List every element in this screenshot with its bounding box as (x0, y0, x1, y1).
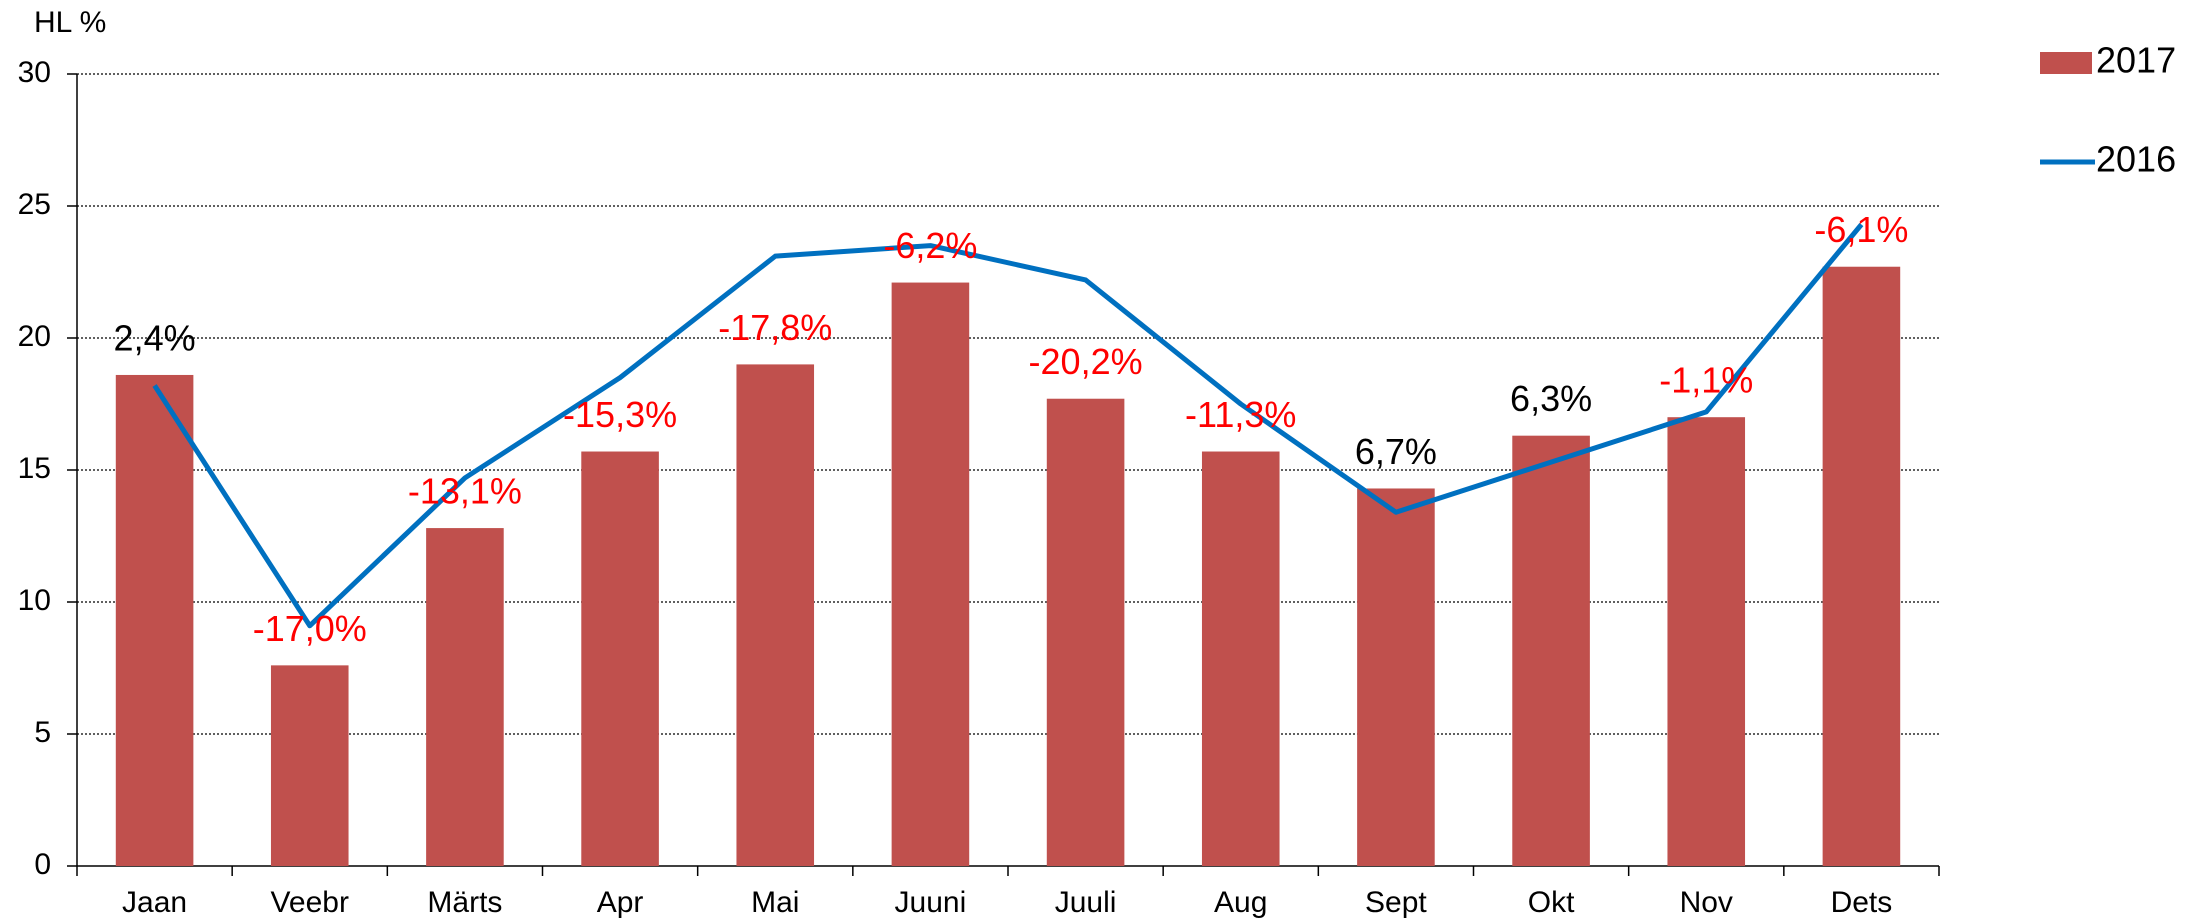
y-tick-label: 0 (34, 848, 51, 881)
bar (1046, 398, 1125, 866)
bar (1512, 435, 1590, 866)
x-tick-label: Sept (1365, 886, 1427, 919)
y-tick-label: 10 (18, 584, 51, 617)
x-tick-label: Juuli (1055, 886, 1117, 919)
y-axis-title: HL % (34, 6, 106, 39)
x-tick-label: Mai (751, 886, 799, 919)
bar (1357, 488, 1435, 866)
x-tick-label: Nov (1680, 886, 1733, 919)
data-label: 6,7% (1355, 431, 1437, 472)
x-tick-label: Aug (1214, 886, 1267, 919)
bar (1822, 266, 1901, 867)
y-tick-label: 15 (18, 452, 51, 485)
data-label: -11,3% (1185, 394, 1296, 435)
data-label: -17,8% (718, 307, 832, 348)
data-label: -15,3% (563, 394, 677, 435)
legend-swatch (2040, 52, 2092, 74)
data-label: -20,2% (1029, 341, 1143, 382)
bar (1201, 451, 1280, 866)
y-tick-label: 5 (34, 716, 51, 749)
x-tick-label: Dets (1831, 886, 1893, 919)
x-tick-label: Märts (427, 886, 502, 919)
legend-label: 2017 (2096, 40, 2176, 81)
y-tick-label: 25 (18, 188, 51, 221)
data-label: 6,3% (1510, 378, 1592, 419)
legend-label: 2016 (2096, 139, 2176, 180)
data-label: -17,0% (253, 608, 367, 649)
data-label: 2,4% (114, 317, 196, 358)
data-label: -6,1% (1814, 209, 1908, 250)
x-tick-label: Apr (597, 886, 644, 919)
bar (736, 364, 815, 866)
bar (270, 665, 349, 866)
line (152, 222, 1864, 629)
x-tick-label: Juuni (895, 886, 967, 919)
bar (1667, 417, 1746, 866)
x-tick-label: Veebr (271, 886, 349, 919)
bar (891, 282, 970, 866)
x-tick-label: Okt (1528, 886, 1575, 919)
y-tick-label: 20 (18, 320, 51, 353)
x-tick-label: Jaan (122, 886, 187, 919)
data-label: -13,1% (408, 471, 522, 512)
bar (581, 451, 659, 866)
data-label: -6,2% (883, 225, 977, 266)
bar (426, 528, 504, 866)
y-tick-label: 30 (18, 56, 51, 89)
bar (115, 374, 194, 866)
data-label: -1,1% (1659, 360, 1753, 401)
